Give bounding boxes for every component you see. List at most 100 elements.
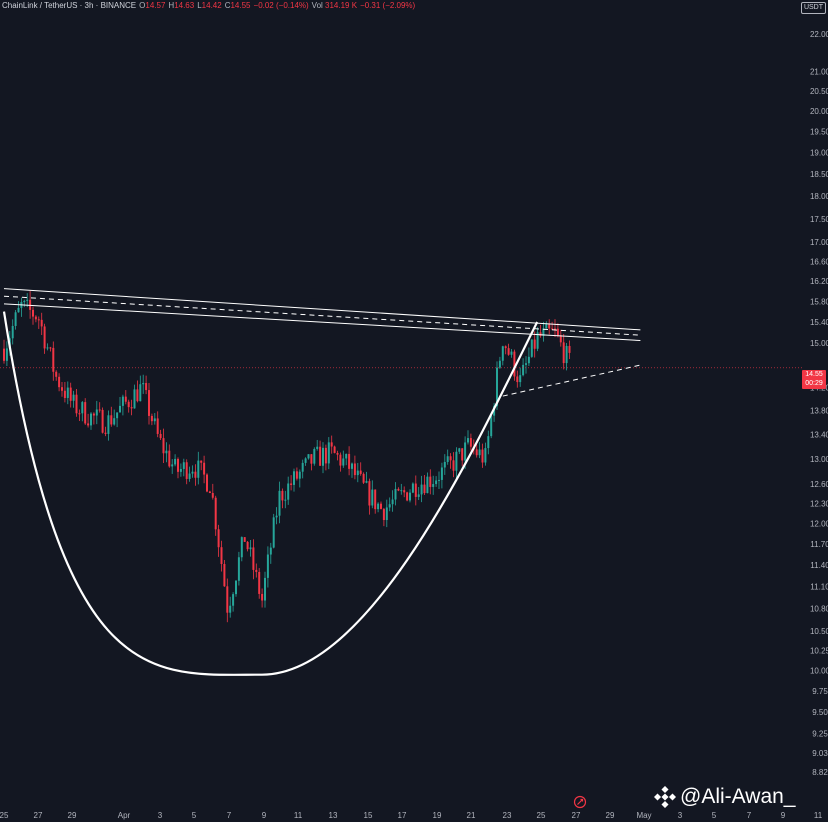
candle-body bbox=[345, 453, 348, 459]
time-tick-label: 9 bbox=[262, 811, 267, 820]
price-tick-label: 13.80 bbox=[810, 407, 828, 416]
candle-body bbox=[414, 483, 417, 497]
candle-body bbox=[40, 319, 43, 327]
candle-body bbox=[319, 446, 322, 466]
price-tick-label: 22.00 bbox=[810, 30, 828, 39]
candle-body bbox=[182, 462, 185, 469]
handle-dashed-line[interactable] bbox=[502, 364, 641, 397]
candle-body bbox=[223, 563, 226, 587]
candle-body bbox=[359, 470, 362, 474]
candle-body bbox=[130, 407, 133, 409]
candle-body bbox=[423, 484, 426, 494]
candle-body bbox=[380, 503, 382, 509]
candle-body bbox=[298, 471, 301, 479]
price-tick-label: 11.10 bbox=[810, 582, 828, 591]
resistance-mid-dashed-line[interactable] bbox=[3, 295, 641, 336]
resistance-upper-line[interactable] bbox=[3, 288, 641, 331]
candle-body bbox=[37, 319, 40, 321]
candle-body bbox=[220, 547, 223, 564]
candle-body bbox=[284, 499, 287, 501]
candle-body bbox=[63, 390, 66, 398]
candle-body bbox=[510, 351, 513, 355]
candle-body bbox=[229, 605, 232, 613]
time-tick-label: May bbox=[636, 811, 651, 820]
candle-body bbox=[446, 456, 449, 462]
candle-body bbox=[191, 471, 194, 474]
time-tick-label: Apr bbox=[118, 811, 131, 820]
candle-body bbox=[139, 384, 142, 402]
candle-body bbox=[556, 328, 559, 336]
resistance-lower-line[interactable] bbox=[3, 303, 641, 342]
candle-body bbox=[49, 347, 52, 349]
last-price-tag: 14.55 00:29 bbox=[802, 370, 826, 389]
candle-body bbox=[255, 569, 258, 572]
time-tick-label: 13 bbox=[329, 811, 338, 820]
candle-body bbox=[336, 452, 339, 455]
price-axis[interactable]: 22.00 21.00 20.50 20.00 19.50 19.00 18.50 18.00… bbox=[810, 30, 828, 777]
candle-body bbox=[385, 507, 388, 521]
replay-icon[interactable] bbox=[573, 795, 587, 809]
candle-body bbox=[507, 348, 510, 355]
cup-curve[interactable] bbox=[2, 311, 539, 676]
currency-badge[interactable]: USDT bbox=[800, 2, 826, 14]
candle-body bbox=[356, 470, 359, 476]
price-tick-label: 8.82 bbox=[812, 768, 828, 777]
time-tick-label: 7 bbox=[747, 811, 752, 820]
candle-body bbox=[90, 413, 92, 426]
candle-body bbox=[530, 339, 533, 357]
candle-body bbox=[501, 346, 504, 361]
candle-body bbox=[554, 328, 556, 330]
candle-body bbox=[487, 436, 490, 449]
candle-body bbox=[388, 504, 391, 508]
candle-body bbox=[171, 464, 174, 467]
binance-logo-icon bbox=[654, 786, 676, 808]
candle-body bbox=[188, 473, 191, 479]
time-tick-label: 19 bbox=[433, 811, 442, 820]
candle-body bbox=[179, 468, 182, 472]
candle-body bbox=[78, 413, 81, 415]
price-tick-label: 12.60 bbox=[810, 480, 828, 489]
price-tick-label: 15.80 bbox=[810, 297, 828, 306]
candle-body bbox=[348, 453, 351, 469]
candle-body bbox=[46, 347, 49, 349]
time-axis[interactable]: 25 27 29 Apr 3 5 7 9 11 13 15 17 19 21 23 25 27 29 May 3 5 7 9… bbox=[0, 811, 823, 820]
candle-body bbox=[162, 438, 165, 454]
candle-body bbox=[295, 471, 298, 479]
pattern-overlays[interactable] bbox=[2, 288, 641, 676]
candle-body bbox=[159, 433, 162, 439]
candle-body bbox=[461, 448, 464, 461]
candle-body bbox=[559, 335, 562, 343]
price-tick-label: 12.30 bbox=[810, 499, 828, 508]
candle-body bbox=[440, 467, 443, 480]
high-value: 14.63 bbox=[174, 1, 195, 10]
time-tick-label: 5 bbox=[192, 811, 197, 820]
candle-body bbox=[536, 332, 539, 349]
candle-body bbox=[240, 537, 243, 558]
time-tick-label: 5 bbox=[712, 811, 717, 820]
candle-body bbox=[391, 499, 394, 505]
time-tick-label: 9 bbox=[781, 811, 786, 820]
candle-body bbox=[313, 448, 316, 464]
candle-body bbox=[194, 471, 197, 478]
price-tick-label: 9.50 bbox=[812, 708, 828, 717]
price-tick-label: 9.03 bbox=[812, 749, 828, 758]
candle-body bbox=[66, 387, 69, 398]
candle-body bbox=[52, 347, 55, 372]
symbol-name[interactable]: ChainLink / TetherUS · 3h · BINANCE bbox=[2, 1, 137, 10]
candle-body bbox=[330, 442, 333, 447]
candle-body bbox=[397, 488, 400, 491]
candle-body bbox=[84, 402, 87, 424]
candle-body bbox=[133, 389, 136, 409]
candle-body bbox=[148, 390, 150, 416]
candle-body bbox=[104, 432, 107, 434]
candle-body bbox=[374, 489, 377, 510]
volume-value: 314.19 K bbox=[325, 1, 358, 10]
price-tick-label: 9.25 bbox=[812, 730, 828, 739]
volume-label: Vol bbox=[311, 1, 323, 10]
candle-body bbox=[362, 473, 365, 483]
author-watermark: @Ali-Awan_ bbox=[654, 785, 795, 809]
candle-body bbox=[101, 409, 104, 433]
candle-body bbox=[211, 493, 214, 498]
candle-body bbox=[258, 571, 261, 594]
